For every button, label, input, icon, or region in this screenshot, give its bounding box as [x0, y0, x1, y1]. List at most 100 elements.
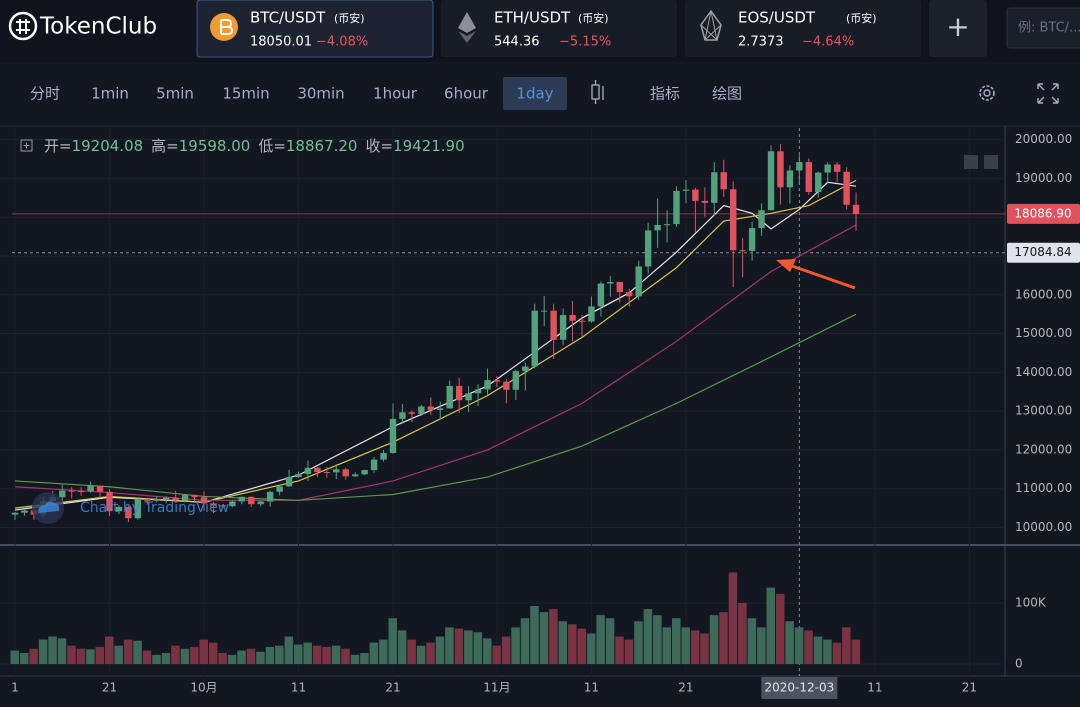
legend-value: 18867.20 — [286, 137, 358, 155]
eos-lines — [700, 10, 722, 41]
volume-bar — [10, 650, 19, 664]
volume-bar — [303, 642, 312, 664]
volume-bar — [851, 639, 861, 664]
search-input[interactable] — [1006, 7, 1080, 49]
interval-button[interactable]: 分时 — [30, 85, 60, 103]
watermark-text: Chart by TradingView — [80, 500, 229, 516]
candle-body — [607, 281, 614, 284]
x-tick-label: 21 — [678, 681, 693, 695]
volume-bar — [218, 653, 227, 664]
volume-bar — [511, 627, 520, 664]
volume-bar — [416, 645, 426, 664]
volume-bar — [67, 645, 76, 664]
candle-body — [654, 224, 661, 231]
candle-body — [96, 485, 104, 492]
interval-button[interactable]: 6hour — [444, 85, 489, 103]
volume-bar — [379, 639, 388, 664]
candle-body — [493, 380, 501, 382]
volume-bar — [700, 633, 709, 664]
settings-icon[interactable] — [979, 85, 995, 101]
candle-body — [389, 418, 397, 454]
logo-mark — [16, 19, 30, 34]
volume-bar — [388, 618, 397, 664]
legend-label: 收= — [365, 137, 393, 155]
ticker-tab[interactable] — [196, 0, 434, 58]
volume-bar — [29, 648, 38, 664]
volume-bar — [322, 646, 331, 664]
y-tick-label: 13000.00 — [1015, 404, 1072, 418]
scroll-button[interactable] — [964, 155, 978, 169]
add-button[interactable] — [929, 0, 987, 57]
candle-body — [200, 497, 208, 504]
ticker-tab[interactable] — [685, 0, 921, 57]
candle-body — [512, 371, 520, 390]
interval-button[interactable]: 5min — [156, 85, 194, 103]
y-tick-label: 10000.00 — [1015, 520, 1072, 534]
logo-icon — [8, 11, 38, 41]
volume-bar — [605, 618, 615, 664]
volume-bar — [832, 642, 842, 664]
candle-body — [285, 477, 293, 487]
volume-bar — [152, 654, 161, 664]
candle-body — [210, 503, 217, 506]
scroll-button[interactable] — [984, 155, 998, 169]
tool-button[interactable]: 指标 — [650, 85, 680, 103]
interval-button[interactable]: 30min — [297, 85, 344, 103]
candle-body — [229, 501, 236, 507]
interval-button[interactable]: 15min — [222, 85, 269, 103]
interval-button[interactable]: 1day — [516, 85, 553, 103]
candle-body — [163, 497, 170, 500]
volume-bar — [539, 612, 549, 664]
tool-button[interactable]: 绘图 — [712, 85, 742, 103]
volume-bar — [643, 609, 653, 664]
volume-bar — [105, 636, 114, 664]
candle-body — [125, 506, 132, 519]
volume-bar — [57, 638, 67, 664]
candle-body — [295, 473, 302, 478]
volume-bar — [161, 653, 171, 664]
interval-selected — [503, 77, 567, 110]
candle-body — [380, 453, 387, 460]
fullscreen-icon[interactable] — [1037, 83, 1059, 104]
toolbar: 分时 1min 5min 15min 30min 1hour 6hour 1day 指标 绘图 — [30, 77, 742, 110]
interval-button[interactable]: 1hour — [373, 85, 418, 103]
candle-body — [852, 204, 860, 214]
volume-bar — [577, 628, 586, 664]
moving-average-line — [14, 224, 857, 501]
annotation-arrowhead — [776, 259, 796, 272]
candle-body — [59, 490, 66, 498]
volume-bar — [171, 645, 180, 664]
candle-body — [541, 310, 548, 312]
legend-toggle[interactable] — [20, 139, 33, 152]
volume-bar — [445, 627, 454, 664]
candle-body — [531, 310, 538, 367]
volume-bar — [794, 627, 804, 664]
candle-body — [304, 467, 312, 474]
candle-body — [748, 228, 756, 251]
volume-bar — [341, 648, 350, 664]
candle-body — [843, 171, 850, 205]
volume-bar — [681, 627, 690, 664]
volume-bar — [133, 640, 142, 664]
ticker-exchange: (币安) — [578, 11, 609, 25]
plot: 10000.00 11000.00 12000.00 13000.00 14000.00… — [0, 128, 1080, 699]
volume-bar — [435, 636, 445, 664]
ticker-change: −4.08% — [316, 35, 368, 50]
volume-bar — [199, 639, 208, 664]
volume-bar — [426, 642, 435, 664]
x-tick-label: 21 — [385, 681, 400, 695]
candle-body — [314, 467, 321, 473]
candle-body — [106, 491, 113, 512]
ticker-tab[interactable] — [441, 0, 677, 57]
volume-bar — [397, 630, 407, 664]
volume-tick-label: 100K — [1015, 595, 1047, 609]
volume-bar — [473, 632, 483, 664]
candle-body — [786, 170, 794, 188]
candle-body — [824, 164, 831, 173]
volume-bar — [464, 630, 473, 664]
interval-button[interactable]: 1min — [91, 85, 129, 103]
y-tick-label: 11000.00 — [1015, 481, 1072, 495]
ticker-exchange: (币安) — [334, 11, 365, 25]
x-tick-label: 10月 — [190, 681, 217, 695]
